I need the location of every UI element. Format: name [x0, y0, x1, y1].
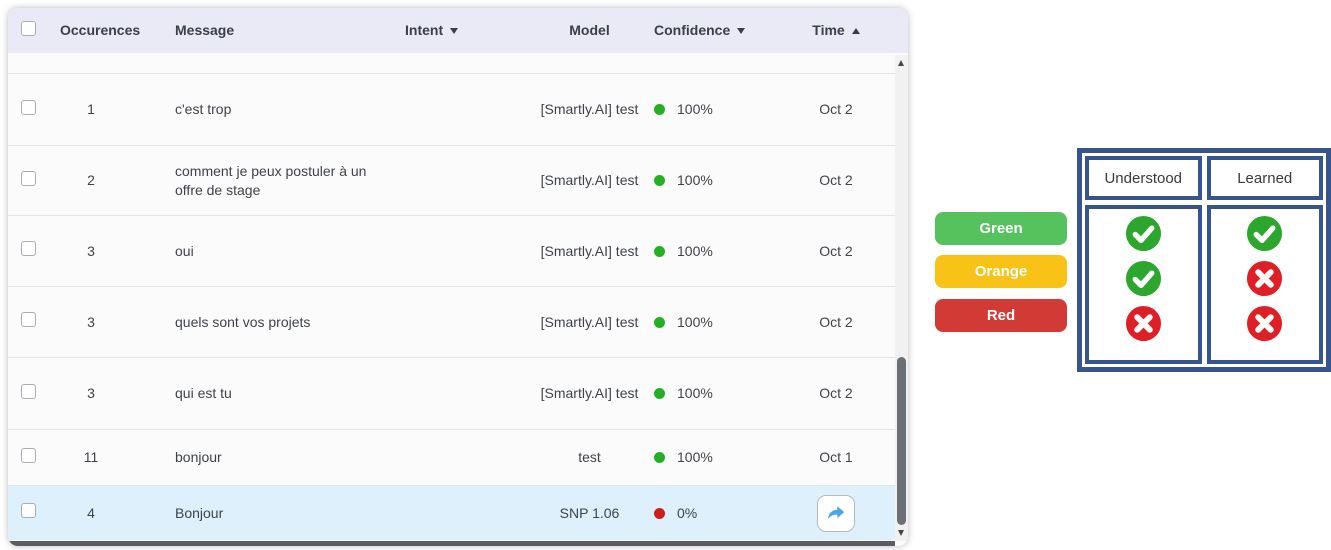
row-checkbox[interactable] — [21, 312, 36, 327]
occurrences-value: 4 — [87, 504, 95, 521]
confidence-dot — [654, 507, 665, 519]
time-value: Oct 2 — [819, 385, 853, 401]
scroll-up-icon[interactable] — [898, 60, 904, 66]
message-value: c'est trop — [175, 101, 232, 117]
column-header-confidence[interactable]: Confidence — [642, 21, 777, 40]
column-header-time[interactable]: Time — [777, 21, 908, 40]
confidence-value: 0% — [677, 504, 698, 521]
messages-table-card: Occurences Message Intent Model Confiden… — [8, 8, 908, 546]
occurrences-value: 11 — [83, 449, 99, 465]
scroll-down-icon[interactable] — [898, 530, 904, 536]
time-value: Oct 1 — [819, 449, 853, 465]
column-header-occurences[interactable]: Occurences — [60, 22, 141, 38]
cross-icon — [1125, 305, 1162, 342]
sort-descending-icon — [737, 27, 746, 34]
row-checkbox[interactable] — [21, 170, 36, 186]
row-checkbox[interactable] — [21, 447, 36, 463]
confidence-dot — [654, 175, 665, 186]
confidence-value: 100% — [677, 242, 713, 259]
confidence-dot — [654, 245, 665, 257]
legend-pill-green[interactable]: Green — [935, 212, 1067, 245]
matrix-header-understood: Understood — [1085, 156, 1202, 200]
model-value: test — [578, 449, 601, 465]
row-checkbox[interactable] — [21, 383, 36, 399]
occurrences-value: 2 — [87, 172, 95, 188]
model-value: [Smartly.AI] test — [540, 385, 639, 401]
message-value: quels sont vos projets — [175, 313, 311, 330]
legend-pill-red[interactable]: Red — [935, 299, 1067, 332]
check-icon — [1246, 215, 1283, 252]
message-value: bonjour — [175, 449, 222, 465]
row-checkbox[interactable] — [21, 241, 36, 256]
partial-scrolled-row — [8, 53, 908, 74]
row-checkbox[interactable] — [21, 503, 36, 518]
time-value: Oct 2 — [819, 101, 853, 117]
time-value: Oct 2 — [819, 242, 853, 259]
occurrences-value: 3 — [87, 242, 95, 259]
table-row[interactable]: 1 c'est trop [Smartly.AI] test 100% Oct … — [8, 74, 908, 146]
cross-icon — [1246, 305, 1283, 342]
share-arrow-icon — [825, 502, 847, 524]
table-row[interactable]: 3 qui est tu [Smartly.AI] test 100% Oct … — [8, 358, 908, 430]
occurrences-value: 3 — [87, 313, 95, 330]
check-icon — [1125, 215, 1162, 252]
model-value: [Smartly.AI] test — [540, 313, 639, 330]
confidence-value: 100% — [677, 101, 713, 117]
time-value: Oct 2 — [819, 313, 853, 330]
confidence-value: 100% — [677, 172, 713, 188]
table-header-row: Occurences Message Intent Model Confiden… — [8, 8, 908, 53]
table-row[interactable]: 11 bonjour test 100% Oct 1 — [8, 430, 908, 486]
table-row-selected[interactable]: 4 Bonjour SNP 1.06 0% — [8, 486, 908, 540]
model-value: [Smartly.AI] test — [540, 101, 639, 117]
column-header-model[interactable]: Model — [569, 22, 610, 38]
message-value: qui est tu — [175, 385, 232, 401]
confidence-value: 100% — [677, 385, 713, 401]
confidence-value: 100% — [677, 449, 713, 465]
check-icon — [1125, 260, 1162, 297]
model-value: [Smartly.AI] test — [540, 242, 639, 259]
confidence-dot — [654, 452, 665, 463]
matrix-header-learned: Learned — [1206, 156, 1323, 200]
share-button[interactable] — [817, 494, 855, 532]
column-header-message[interactable]: Message — [175, 22, 235, 38]
table-row[interactable]: 3 quels sont vos projets [Smartly.AI] te… — [8, 287, 908, 358]
confidence-dot — [654, 316, 665, 328]
select-all-checkbox[interactable] — [21, 20, 36, 36]
sort-ascending-icon — [851, 27, 860, 34]
column-header-intent[interactable]: Intent — [405, 21, 537, 40]
confidence-value: 100% — [677, 313, 713, 330]
occurrences-value: 3 — [87, 385, 95, 401]
message-value: oui — [175, 242, 194, 259]
matrix-learned-column — [1206, 205, 1323, 364]
time-value: Oct 2 — [819, 172, 853, 188]
horizontal-scrollbar[interactable] — [8, 541, 895, 546]
vertical-scrollbar[interactable] — [895, 55, 908, 541]
message-value: Bonjour — [175, 504, 224, 521]
sort-descending-icon — [450, 27, 459, 34]
confidence-dot — [654, 388, 665, 399]
model-value: [Smartly.AI] test — [540, 172, 639, 188]
understood-learned-matrix: Understood Learned — [1077, 148, 1331, 372]
table-row[interactable]: 3 oui [Smartly.AI] test 100% Oct 2 — [8, 216, 908, 287]
legend-pill-orange[interactable]: Orange — [935, 255, 1067, 288]
message-value: comment je peux postuler à un offre de s… — [175, 162, 367, 198]
model-value: SNP 1.06 — [559, 504, 620, 521]
vertical-scrollbar-thumb[interactable] — [897, 357, 906, 525]
header-select-all-cell — [8, 20, 52, 41]
confidence-dot — [654, 104, 665, 115]
table-row[interactable]: 2 comment je peux postuler à un offre de… — [8, 146, 908, 216]
cross-icon — [1246, 260, 1283, 297]
row-checkbox[interactable] — [21, 99, 36, 115]
occurrences-value: 1 — [87, 101, 95, 117]
matrix-understood-column — [1085, 205, 1202, 364]
